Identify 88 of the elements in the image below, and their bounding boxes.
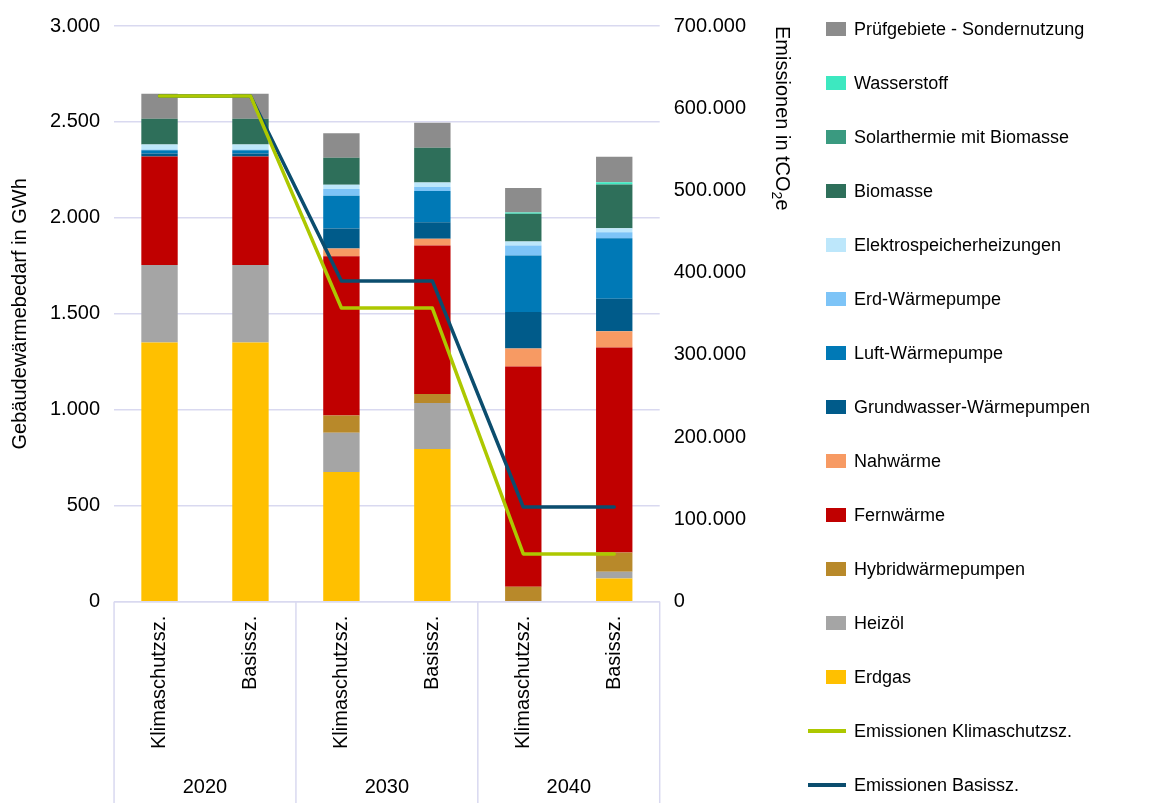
bar [323, 415, 360, 433]
legend-label: Erd-Wärmepumpe [854, 289, 1002, 309]
y2-tick-label: 300.000 [673, 342, 746, 365]
bar [414, 122, 451, 148]
y2-tick-label: 500.000 [673, 177, 746, 200]
bar [323, 195, 360, 229]
bar [596, 571, 633, 579]
y-tick-label: 2.500 [49, 109, 101, 132]
y2-tick-label: 200.000 [673, 424, 746, 447]
bar [505, 213, 542, 242]
y-tick-label: 3.000 [49, 13, 101, 36]
bar [505, 312, 542, 349]
bar [414, 222, 451, 239]
x-tick-label: Klimaschutzsz. [147, 615, 170, 750]
bar [141, 118, 178, 145]
bar [323, 228, 360, 249]
y2-tick-label: 700.000 [673, 13, 746, 36]
bar [232, 264, 269, 343]
bar [414, 403, 451, 450]
bar [141, 342, 178, 601]
bar [414, 238, 451, 246]
bar [596, 347, 633, 553]
y-tick-label: 1.000 [49, 397, 101, 420]
legend-label: Heizöl [854, 613, 905, 633]
legend-label: Fernwärme [854, 505, 946, 525]
bar [141, 156, 178, 265]
bar [505, 255, 542, 313]
bar [596, 156, 633, 183]
bar [505, 348, 542, 367]
bar [414, 449, 451, 601]
legend-label: Nahwärme [854, 451, 942, 471]
y2-tick-label: 0 [673, 589, 685, 612]
bar [323, 184, 360, 190]
bar [414, 245, 451, 395]
legend-label: Wasserstoff [854, 73, 949, 93]
legend-label: Solarthermie mit Biomasse [854, 127, 1070, 147]
bar [323, 472, 360, 601]
x-tick-label: Basissz. [419, 615, 442, 691]
bar [141, 93, 178, 119]
bar [232, 156, 269, 265]
bar [414, 182, 451, 187]
bar [323, 256, 360, 416]
bar [596, 238, 633, 299]
legend-label: Elektrospeicherheizungen [854, 235, 1062, 255]
legend-label: Grundwasser-Wärmepumpen [854, 397, 1091, 417]
legend-label: Emissionen Klimaschutzsz. [854, 721, 1073, 741]
y2-axis-title: Emissionen in tCO2e [769, 26, 795, 211]
x-tick-label: Klimaschutzsz. [328, 615, 351, 750]
bar [596, 232, 633, 239]
bar [596, 298, 633, 332]
bar [141, 264, 178, 343]
x-tick-label: Basissz. [601, 615, 624, 691]
bar [505, 241, 542, 246]
legend-label: Prüfgebiete - Sondernutzung [854, 19, 1085, 39]
legend-label: Hybridwärmepumpen [854, 559, 1026, 579]
y2-tick-label: 100.000 [673, 506, 746, 529]
legend-label: Luft-Wärmepumpe [854, 343, 1004, 363]
y-tick-label: 2.000 [49, 205, 101, 228]
bar [414, 394, 451, 404]
y2-tick-label: 400.000 [673, 260, 746, 283]
y-tick-label: 500 [66, 493, 101, 516]
bar [414, 147, 451, 183]
bar [596, 184, 633, 229]
x-tick-label: Basissz. [237, 615, 260, 691]
bar [505, 366, 542, 587]
bar [323, 189, 360, 196]
bar [323, 133, 360, 158]
text: 2040 [546, 774, 592, 797]
bar [323, 432, 360, 473]
y2-tick-label: 600.000 [673, 95, 746, 118]
legend-label: Erdgas [854, 667, 912, 687]
x-tick-label: Klimaschutzsz. [510, 615, 533, 750]
legend-label: Emissionen Basissz. [854, 775, 1020, 795]
legend-label: Biomasse [854, 181, 934, 201]
bar [596, 228, 633, 233]
bar [232, 342, 269, 601]
bar [596, 331, 633, 348]
text: 2020 [182, 774, 228, 797]
y-tick-label: 0 [88, 589, 101, 612]
bar [323, 157, 360, 185]
bar [596, 578, 633, 601]
bar [505, 586, 542, 601]
bar [505, 187, 542, 213]
bar [414, 186, 451, 192]
bar [414, 191, 451, 223]
text: 2030 [364, 774, 410, 797]
y-tick-label: 1.500 [49, 301, 101, 324]
y-axis-title: Gebäudewärmebedarf in GWh [7, 178, 30, 450]
